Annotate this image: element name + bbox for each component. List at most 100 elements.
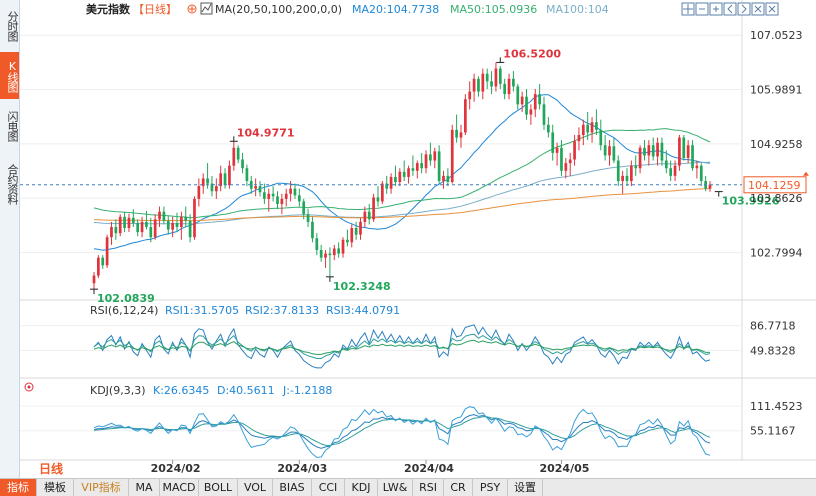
candle[interactable] bbox=[271, 186, 275, 202]
candle[interactable] bbox=[577, 127, 581, 151]
candle[interactable] bbox=[678, 135, 681, 171]
bottom-tab[interactable]: BIAS bbox=[273, 479, 312, 496]
sidebar-item-kline[interactable]: K线图 bbox=[0, 52, 19, 99]
candle[interactable] bbox=[564, 158, 568, 179]
ma-chart-icon[interactable] bbox=[200, 2, 213, 15]
candle[interactable] bbox=[512, 71, 515, 92]
candle[interactable] bbox=[188, 214, 192, 243]
candle[interactable] bbox=[411, 155, 415, 176]
candle[interactable] bbox=[433, 147, 437, 169]
candle[interactable] bbox=[442, 170, 445, 189]
candle[interactable] bbox=[695, 160, 699, 179]
candle[interactable] bbox=[398, 168, 402, 187]
sidebar-item-flash[interactable]: 闪电图 bbox=[6, 110, 19, 141]
candle[interactable] bbox=[516, 83, 520, 110]
sidebar-item-contract-info[interactable]: 合约资料 bbox=[6, 164, 19, 204]
candle[interactable] bbox=[315, 233, 319, 256]
zoom-in-icon[interactable] bbox=[709, 2, 723, 16]
candle[interactable] bbox=[708, 181, 712, 192]
bottom-tab[interactable]: PSY bbox=[473, 479, 508, 496]
candle[interactable] bbox=[372, 193, 375, 222]
candle[interactable] bbox=[341, 237, 345, 258]
candle[interactable] bbox=[520, 91, 524, 112]
candle[interactable] bbox=[664, 150, 668, 174]
candle[interactable] bbox=[145, 210, 148, 230]
candle[interactable] bbox=[586, 112, 590, 141]
candle[interactable] bbox=[673, 160, 677, 181]
move-icon[interactable] bbox=[681, 2, 695, 16]
candle[interactable] bbox=[280, 193, 284, 215]
candle[interactable] bbox=[455, 114, 458, 143]
bottom-tab[interactable]: 指标 bbox=[0, 479, 37, 496]
candle[interactable] bbox=[490, 71, 493, 95]
candle[interactable] bbox=[634, 155, 638, 176]
candle[interactable] bbox=[424, 150, 428, 174]
candle[interactable] bbox=[647, 140, 651, 166]
candle[interactable] bbox=[538, 83, 541, 110]
bottom-tab[interactable]: CCI bbox=[312, 479, 345, 496]
candle[interactable] bbox=[568, 152, 572, 176]
candle[interactable] bbox=[394, 165, 397, 187]
candle[interactable] bbox=[197, 178, 201, 207]
candle[interactable] bbox=[437, 145, 441, 184]
candle[interactable] bbox=[660, 137, 664, 166]
candle[interactable] bbox=[232, 141, 236, 171]
candle[interactable] bbox=[337, 242, 341, 258]
candle[interactable] bbox=[477, 76, 480, 97]
candle[interactable] bbox=[158, 206, 161, 227]
period-badge[interactable]: 【日线】 bbox=[133, 2, 177, 16]
candle[interactable] bbox=[625, 168, 629, 187]
candle[interactable] bbox=[389, 173, 393, 194]
candle[interactable] bbox=[595, 109, 598, 135]
candle[interactable] bbox=[219, 165, 223, 192]
candle[interactable] bbox=[184, 206, 188, 227]
candle[interactable] bbox=[92, 271, 96, 290]
candle[interactable] bbox=[402, 160, 406, 181]
candle[interactable] bbox=[293, 183, 297, 199]
candle[interactable] bbox=[153, 214, 157, 240]
candle[interactable] bbox=[507, 73, 511, 100]
candle[interactable] bbox=[328, 247, 332, 278]
candle[interactable] bbox=[175, 212, 179, 233]
candle[interactable] bbox=[302, 198, 306, 220]
zoom-out-icon[interactable] bbox=[695, 2, 709, 16]
candle[interactable] bbox=[166, 215, 170, 235]
bottom-tab[interactable]: 设置 bbox=[508, 479, 543, 496]
sidebar-item-timeshare[interactable]: 分时图 bbox=[6, 10, 19, 41]
candle[interactable] bbox=[110, 221, 113, 245]
candle[interactable] bbox=[254, 178, 257, 197]
candle[interactable] bbox=[97, 255, 100, 279]
candle[interactable] bbox=[603, 135, 607, 161]
candle[interactable] bbox=[656, 137, 659, 166]
candle[interactable] bbox=[228, 160, 231, 189]
candle[interactable] bbox=[350, 224, 354, 248]
candle[interactable] bbox=[376, 186, 380, 207]
candle[interactable] bbox=[459, 124, 463, 148]
candle[interactable] bbox=[363, 206, 367, 227]
bottom-tab[interactable]: CR bbox=[444, 479, 473, 496]
candle[interactable] bbox=[691, 140, 694, 171]
candle[interactable] bbox=[407, 165, 410, 184]
candle[interactable] bbox=[123, 211, 126, 233]
candle[interactable] bbox=[214, 178, 218, 199]
candle[interactable] bbox=[245, 164, 249, 187]
candle[interactable] bbox=[555, 142, 559, 166]
bottom-tab[interactable]: RSI bbox=[413, 479, 444, 496]
candle[interactable] bbox=[533, 89, 537, 118]
bottom-tab[interactable]: 模板 bbox=[37, 479, 74, 496]
candle[interactable] bbox=[651, 137, 655, 161]
fullscreen-icon[interactable] bbox=[765, 2, 779, 16]
candle[interactable] bbox=[267, 188, 271, 212]
candle[interactable] bbox=[525, 89, 528, 120]
candle[interactable] bbox=[551, 124, 555, 161]
candle[interactable] bbox=[258, 181, 262, 197]
candle[interactable] bbox=[324, 250, 327, 268]
bottom-tab[interactable]: VIP指标 bbox=[74, 479, 129, 496]
candle[interactable] bbox=[297, 188, 301, 207]
candle[interactable] bbox=[415, 160, 419, 179]
candle[interactable] bbox=[608, 140, 611, 166]
candle[interactable] bbox=[332, 244, 336, 261]
candle[interactable] bbox=[346, 229, 349, 247]
candle[interactable] bbox=[236, 145, 240, 164]
candle[interactable] bbox=[127, 213, 131, 233]
